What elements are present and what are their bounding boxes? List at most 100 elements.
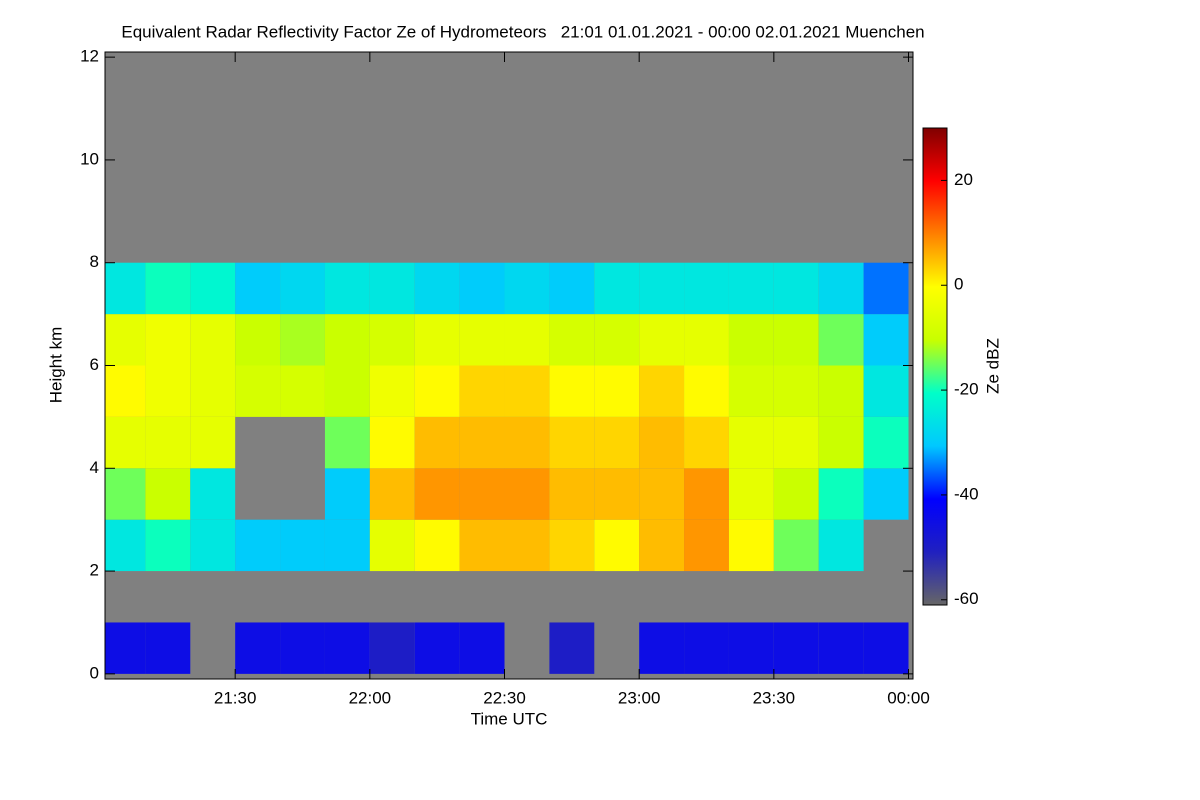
heatmap-cell <box>235 519 281 572</box>
heatmap-cell <box>145 262 191 315</box>
heatmap-cell <box>639 314 685 366</box>
heatmap-cell <box>594 365 640 417</box>
heatmap-cell <box>190 468 236 520</box>
heatmap-cell <box>145 365 191 417</box>
heatmap-cell <box>549 365 595 417</box>
heatmap-cell <box>504 262 550 315</box>
heatmap-cell <box>459 365 505 417</box>
heatmap-cell <box>504 314 550 366</box>
heatmap-cell <box>369 622 415 674</box>
heatmap-cell <box>369 262 415 315</box>
colorbar-tick-label: -60 <box>954 589 979 608</box>
chart-title: Equivalent Radar Reflectivity Factor Ze … <box>121 22 924 41</box>
heatmap-cell <box>728 622 774 674</box>
x-axis-label: Time UTC <box>471 709 548 728</box>
heatmap-cell <box>504 468 550 520</box>
heatmap-cell <box>459 468 505 520</box>
y-tick-label: 4 <box>90 458 99 477</box>
heatmap-cell <box>324 416 370 469</box>
heatmap-cell <box>235 365 281 417</box>
heatmap-cell <box>324 468 370 520</box>
heatmap-cell <box>369 468 415 520</box>
heatmap-cell <box>549 262 595 315</box>
heatmap-cell <box>728 468 774 520</box>
heatmap-cell <box>190 416 236 469</box>
heatmap-cell <box>594 519 640 572</box>
heatmap-cell <box>639 416 685 469</box>
heatmap-cell <box>773 314 819 366</box>
heatmap-cell <box>728 416 774 469</box>
heatmap-cell <box>145 314 191 366</box>
heatmap-cell <box>105 468 146 520</box>
x-tick-label: 21:30 <box>214 688 257 707</box>
x-tick-label: 23:30 <box>753 688 796 707</box>
heatmap-cell <box>105 314 146 366</box>
heatmap-cell <box>459 416 505 469</box>
heatmap-cell <box>549 314 595 366</box>
heatmap-cell <box>105 519 146 572</box>
heatmap-cell <box>235 262 281 315</box>
heatmap-cell <box>190 262 236 315</box>
heatmap-cell <box>818 365 864 417</box>
heatmap-cell <box>773 262 819 315</box>
heatmap-cell <box>728 262 774 315</box>
heatmap-cell <box>818 622 864 674</box>
y-tick-label: 12 <box>80 47 99 66</box>
heatmap-cell <box>105 262 146 315</box>
heatmap-cell <box>504 416 550 469</box>
heatmap-cell <box>773 416 819 469</box>
heatmap-cell <box>504 365 550 417</box>
y-tick-label: 0 <box>90 663 99 682</box>
heatmap-cell <box>145 519 191 572</box>
heatmap-cell <box>773 519 819 572</box>
heatmap-cell <box>280 314 325 366</box>
heatmap-cell <box>818 314 864 366</box>
colorbar-tick-label: -20 <box>954 380 979 399</box>
heatmap-cell <box>414 416 460 469</box>
heatmap-cell <box>863 468 909 520</box>
heatmap-cell <box>684 468 729 520</box>
heatmap-cell <box>414 622 460 674</box>
heatmap-cell <box>145 468 191 520</box>
heatmap-cell <box>324 519 370 572</box>
heatmap-cell <box>235 622 281 674</box>
heatmap-cell <box>105 365 146 417</box>
heatmap-cell <box>818 468 864 520</box>
heatmap-cell <box>504 519 550 572</box>
heatmap-cell <box>280 519 325 572</box>
heatmap-cell <box>639 519 685 572</box>
heatmap-cell <box>684 622 729 674</box>
y-axis-label: Height km <box>46 327 65 404</box>
colorbar <box>922 127 948 606</box>
heatmap-cell <box>639 468 685 520</box>
y-tick-label: 2 <box>90 561 99 580</box>
colorbar-tick-label: -40 <box>954 484 979 503</box>
heatmap-cell <box>280 262 325 315</box>
heatmap-cell <box>369 416 415 469</box>
heatmap-cell <box>459 262 505 315</box>
heatmap-cell <box>369 519 415 572</box>
heatmap-cell <box>773 468 819 520</box>
heatmap-cell <box>818 416 864 469</box>
heatmap-cell <box>728 365 774 417</box>
heatmap-cell <box>684 365 729 417</box>
heatmap-cell <box>459 622 505 674</box>
heatmap-cell <box>773 365 819 417</box>
x-tick-label: 23:00 <box>618 688 661 707</box>
colorbar-tick-label: 20 <box>954 170 973 189</box>
y-tick-label: 6 <box>90 355 99 374</box>
heatmap-cell <box>863 622 909 674</box>
x-tick-label: 22:30 <box>483 688 526 707</box>
heatmap-cell <box>280 622 325 674</box>
colorbar-tick-label: 0 <box>954 275 963 294</box>
heatmap-cell <box>863 314 909 366</box>
heatmap-cell <box>459 519 505 572</box>
heatmap-cell <box>594 416 640 469</box>
heatmap-cell <box>280 365 325 417</box>
heatmap-cell <box>594 262 640 315</box>
heatmap-cell <box>145 416 191 469</box>
heatmap-cell <box>549 468 595 520</box>
heatmap-cell <box>459 314 505 366</box>
heatmap-cell <box>684 519 729 572</box>
